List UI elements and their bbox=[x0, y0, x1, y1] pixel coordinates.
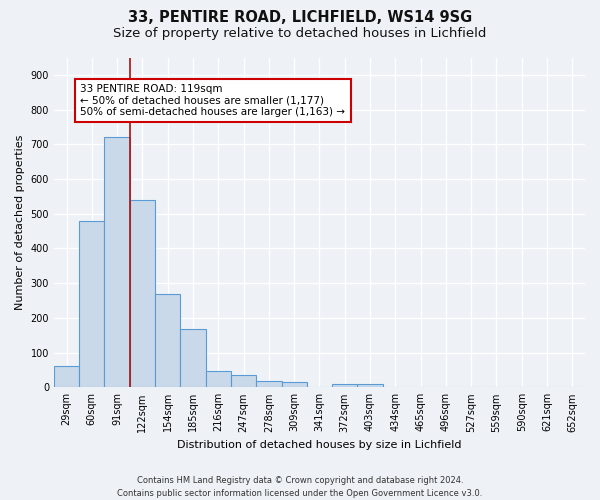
Bar bbox=[281, 382, 307, 388]
Bar bbox=[358, 384, 383, 388]
Bar bbox=[155, 294, 181, 388]
Bar bbox=[256, 381, 281, 388]
Text: 33 PENTIRE ROAD: 119sqm
← 50% of detached houses are smaller (1,177)
50% of semi: 33 PENTIRE ROAD: 119sqm ← 50% of detache… bbox=[80, 84, 346, 117]
Bar bbox=[54, 366, 79, 388]
Bar bbox=[79, 220, 104, 388]
X-axis label: Distribution of detached houses by size in Lichfield: Distribution of detached houses by size … bbox=[177, 440, 462, 450]
Text: Size of property relative to detached houses in Lichfield: Size of property relative to detached ho… bbox=[113, 28, 487, 40]
Bar bbox=[231, 375, 256, 388]
Text: Contains HM Land Registry data © Crown copyright and database right 2024.
Contai: Contains HM Land Registry data © Crown c… bbox=[118, 476, 482, 498]
Y-axis label: Number of detached properties: Number of detached properties bbox=[15, 134, 25, 310]
Bar bbox=[181, 329, 206, 388]
Bar bbox=[332, 384, 358, 388]
Bar bbox=[206, 370, 231, 388]
Bar bbox=[130, 200, 155, 388]
Bar bbox=[104, 138, 130, 388]
Text: 33, PENTIRE ROAD, LICHFIELD, WS14 9SG: 33, PENTIRE ROAD, LICHFIELD, WS14 9SG bbox=[128, 10, 472, 25]
